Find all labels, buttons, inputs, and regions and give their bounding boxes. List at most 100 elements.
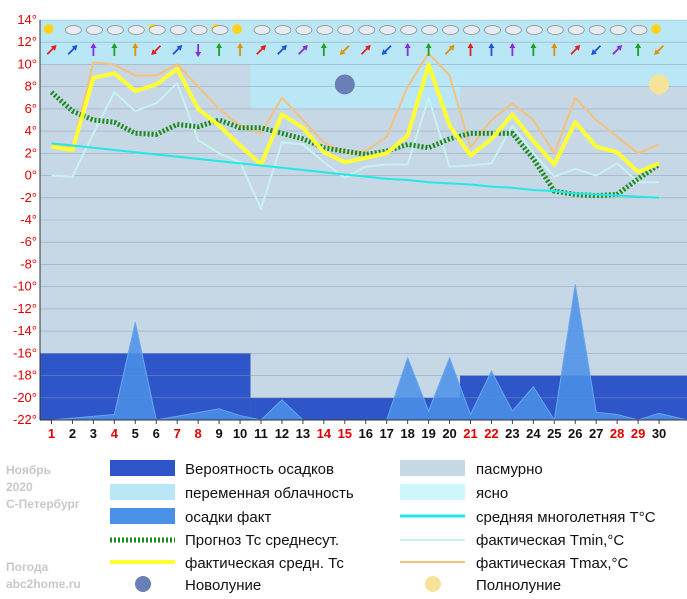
- x-tick-label: 11: [254, 426, 268, 441]
- cloud-icon: [567, 25, 585, 35]
- y-tick-label: -18°: [13, 368, 37, 383]
- wind-arrow-head: [365, 45, 371, 51]
- y-tick-label: -6°: [20, 234, 37, 249]
- moon-events: [334, 74, 670, 95]
- x-tick-label: 7: [174, 426, 181, 441]
- y-tick-label: 8°: [25, 79, 37, 94]
- wind-arrow-head: [467, 43, 474, 48]
- wind-arrow-icon: [298, 45, 308, 55]
- wind-arrow-head: [616, 45, 623, 51]
- x-tick-label: 12: [275, 426, 289, 441]
- x-tick-label: 19: [421, 426, 435, 441]
- cloud-icon: [148, 25, 166, 35]
- y-tick-label: -12°: [13, 301, 37, 316]
- cloud-icon: [86, 25, 103, 35]
- cloud-icon: [106, 25, 124, 35]
- series-line-avg-multi-year: [51, 142, 660, 199]
- x-tick-label: 5: [132, 426, 139, 441]
- x-tick-label: 20: [442, 426, 456, 441]
- legend-label-variable: переменная облачность: [185, 485, 354, 502]
- wind-arrow-head: [71, 45, 78, 51]
- wind-arrow-icon: [339, 45, 350, 55]
- wind-arrow-icon: [277, 45, 287, 55]
- wind-arrow-icon: [551, 43, 558, 56]
- x-tick-label: 9: [215, 426, 222, 441]
- legend-label-forecast: Прогноз Тс среднесут.: [185, 532, 339, 549]
- legend: Вероятность осадков пасмурно переменная …: [110, 460, 656, 594]
- legend-swatch-clear: [400, 484, 465, 500]
- x-tick-label: 4: [111, 426, 119, 441]
- wind-arrow-icon: [654, 45, 664, 55]
- cloud-icon: [358, 25, 376, 35]
- y-tick-label: 2°: [25, 145, 37, 160]
- cloud-icon: [609, 25, 627, 35]
- x-tick-label: 10: [233, 426, 247, 441]
- legend-swatch-precip-prob: [110, 460, 175, 476]
- cloud-icon: [295, 25, 313, 35]
- wind-arrow-head: [151, 49, 157, 55]
- wind-arrow-icon: [404, 43, 411, 56]
- sun-icon: [43, 24, 54, 34]
- x-tick-label: 17: [379, 426, 393, 441]
- x-tick-label: 2: [69, 426, 76, 441]
- legend-label-precip-prob: Вероятность осадков: [185, 461, 334, 478]
- wind-arrow-icon: [216, 43, 223, 56]
- legend-label-precip-fact: осадки факт: [185, 509, 271, 526]
- wind-arrow-head: [237, 43, 244, 48]
- cloud-icon: [316, 25, 334, 35]
- x-tick-label: 6: [153, 426, 160, 441]
- x-tick-label: 21: [463, 426, 477, 441]
- wind-arrow-icon: [444, 45, 455, 55]
- wind-arrow-icon: [320, 43, 327, 56]
- wind-arrow-head: [176, 45, 183, 51]
- wind-arrow-head: [574, 45, 581, 51]
- new-moon-marker: [334, 74, 355, 95]
- wind-arrow-icon: [635, 43, 642, 56]
- cloud-icon: [463, 25, 480, 35]
- y-tick-label: -4°: [20, 212, 37, 227]
- cloud-icon: [127, 25, 145, 35]
- legend-swatch-variable: [110, 484, 175, 500]
- x-tick-label: 24: [526, 426, 541, 441]
- wind-arrow-head: [381, 49, 388, 55]
- wind-arrow-icon: [195, 44, 202, 57]
- cloud-icon: [525, 25, 543, 35]
- wind-arrow-head: [591, 49, 597, 55]
- cloud-icon: [190, 25, 208, 35]
- x-tick-label: 16: [359, 426, 373, 441]
- wind-arrow-head: [111, 43, 118, 48]
- cloud-icon: [505, 25, 522, 35]
- legend-new-moon-icon: [135, 576, 151, 592]
- cloud-icon: [253, 25, 271, 35]
- side-site: abc2home.ru: [6, 577, 81, 591]
- precip-fact-area: [40, 284, 687, 422]
- wind-arrow-icon: [509, 43, 516, 56]
- precip-fact-area-shape: [40, 284, 687, 422]
- wind-arrow-head: [654, 49, 660, 55]
- sun-icon: [651, 24, 662, 34]
- wind-arrow-head: [509, 43, 516, 48]
- cloud-icon: [337, 25, 355, 35]
- wind-arrow-head: [404, 43, 411, 48]
- wind-arrow-icon: [425, 43, 432, 56]
- wind-arrow-icon: [151, 45, 162, 55]
- series-line-actual-avg: [51, 62, 660, 175]
- full-moon-marker: [649, 74, 670, 95]
- cloud-icon: [546, 25, 564, 35]
- sun-icon: [232, 24, 243, 34]
- legend-swatch-precip-fact: [110, 508, 175, 524]
- cloud-icon: [274, 25, 292, 35]
- y-tick-label: -2°: [20, 190, 37, 205]
- legend-swatch-overcast: [400, 460, 465, 476]
- x-tick-label: 18: [400, 426, 414, 441]
- y-tick-label: 12°: [17, 34, 37, 49]
- wind-arrow-head: [216, 43, 223, 48]
- wind-arrow-head: [488, 43, 495, 48]
- legend-label-new-moon: Новолуние: [185, 577, 261, 594]
- wind-arrow-icon: [132, 43, 139, 56]
- wind-arrow-head: [281, 45, 287, 51]
- y-tick-label: -20°: [13, 390, 37, 405]
- side-month: Ноябрь: [6, 463, 51, 477]
- wind-arrow-icon: [488, 43, 495, 56]
